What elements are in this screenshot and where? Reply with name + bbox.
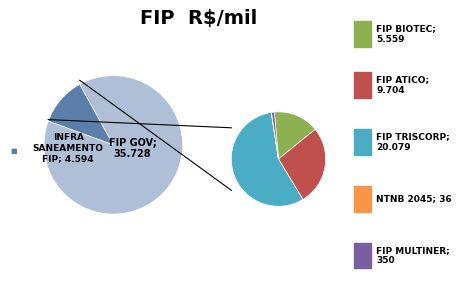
Text: ■: ■	[10, 147, 17, 154]
Bar	[354, 21, 371, 47]
Text: FIP ATICO;
9.704: FIP ATICO; 9.704	[376, 76, 430, 95]
Bar	[354, 243, 371, 268]
Wedge shape	[278, 129, 326, 199]
Bar	[354, 129, 371, 155]
Bar	[354, 72, 371, 98]
Wedge shape	[271, 112, 278, 159]
Text: FIP MULTINER;
350: FIP MULTINER; 350	[376, 246, 450, 265]
Wedge shape	[231, 112, 303, 206]
Text: FIP  R$/mil: FIP R$/mil	[140, 9, 257, 28]
Wedge shape	[48, 84, 113, 145]
Wedge shape	[271, 112, 278, 159]
Wedge shape	[44, 76, 183, 214]
Text: FIP TRISCORP;
20.079: FIP TRISCORP; 20.079	[376, 132, 450, 152]
Bar	[354, 186, 371, 212]
Text: INFRA
SANEAMENTO
FIP; 4.594: INFRA SANEAMENTO FIP; 4.594	[33, 133, 104, 163]
Wedge shape	[274, 112, 315, 159]
Text: FIP BIOTEC;
5.559: FIP BIOTEC; 5.559	[376, 24, 436, 44]
Text: FIP GOV;
35.728: FIP GOV; 35.728	[109, 137, 157, 159]
Text: NTNB 2045; 36: NTNB 2045; 36	[376, 194, 452, 203]
